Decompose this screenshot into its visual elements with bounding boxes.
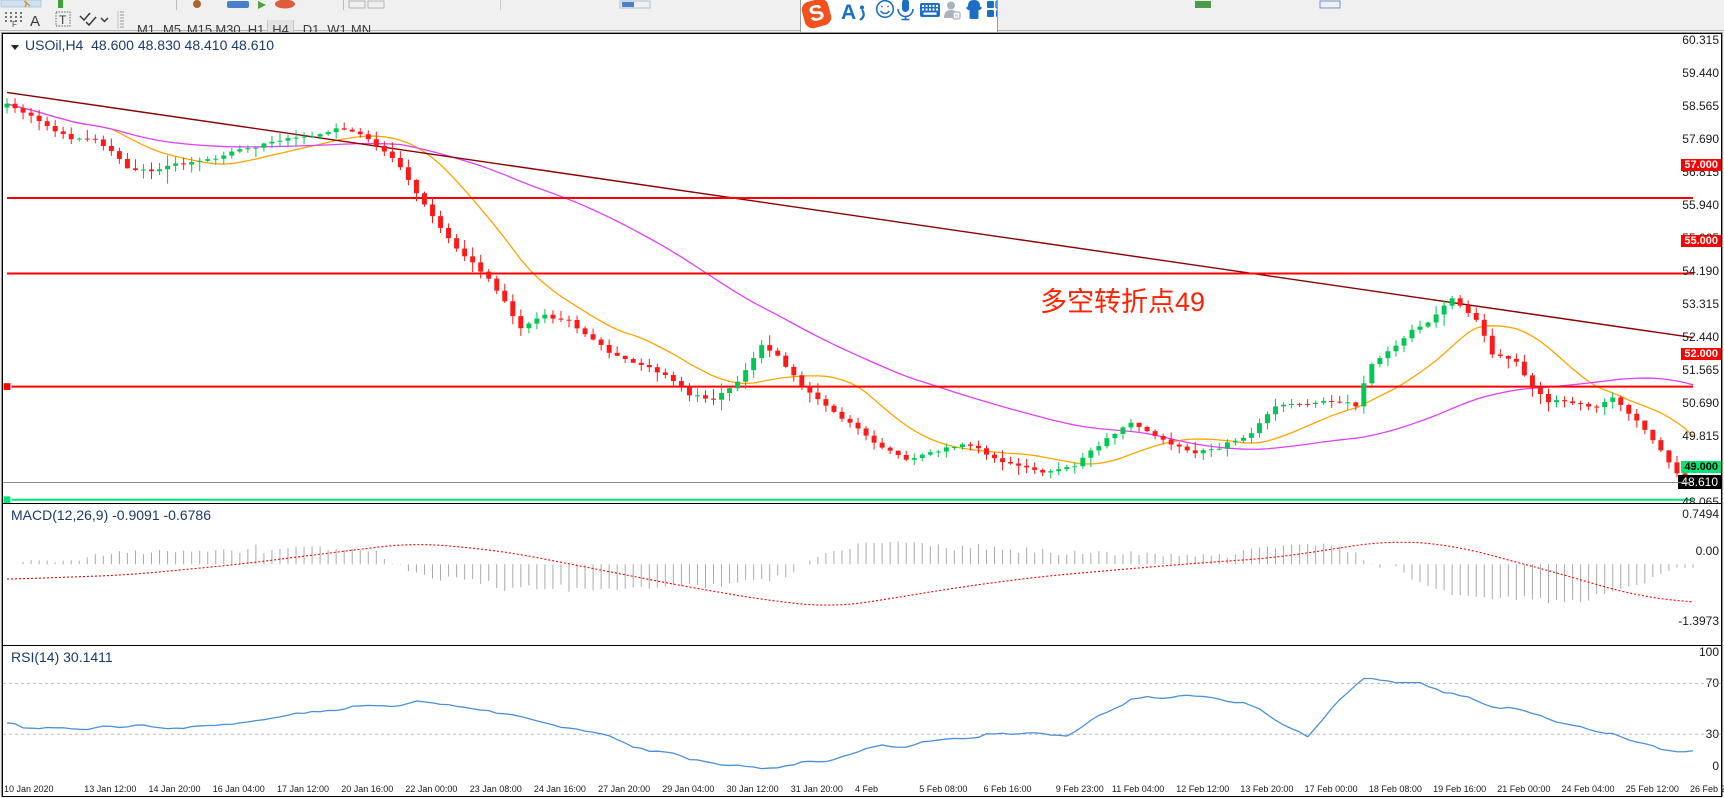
svg-text:T: T (59, 13, 67, 27)
svg-text:F: F (12, 20, 17, 29)
svg-text:A: A (841, 1, 856, 24)
svg-text:A: A (30, 13, 40, 30)
